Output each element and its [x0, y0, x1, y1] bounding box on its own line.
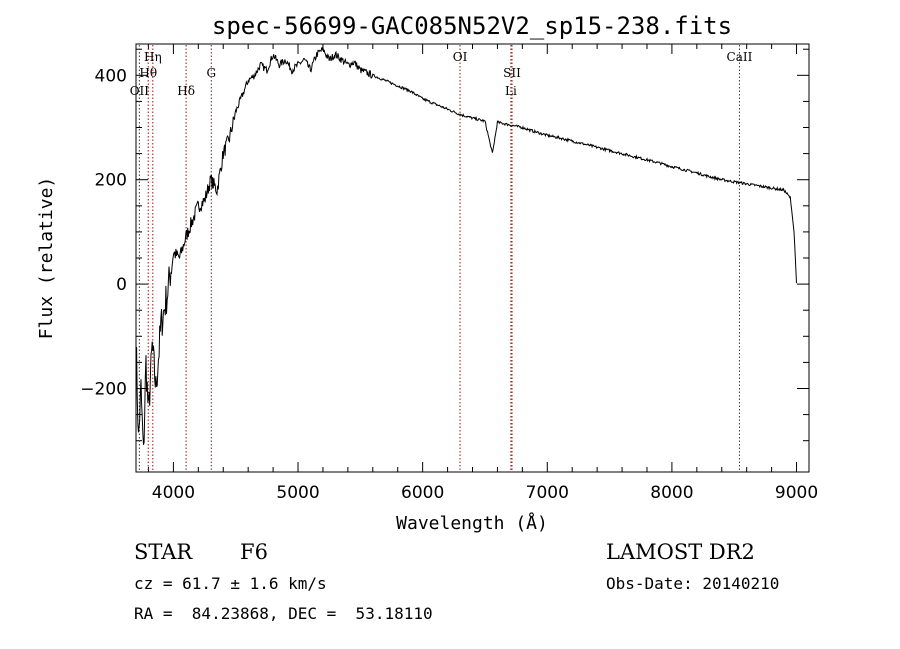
spectral-line-label: G — [206, 66, 216, 80]
x-tick-label: 7000 — [526, 483, 569, 503]
info-object-class: STAR — [134, 540, 193, 564]
spectral-line-label: Li — [505, 84, 517, 98]
x-tick-label: 9000 — [775, 483, 818, 503]
y-tick-label: 400 — [95, 66, 127, 86]
y-tick-label: −200 — [80, 379, 127, 399]
info-survey: LAMOST DR2 — [606, 540, 755, 564]
info-obs-date: Obs-Date: 20140210 — [606, 574, 780, 593]
spectral-line-label: OII — [130, 84, 150, 98]
y-axis-label: Flux (relative) — [36, 177, 57, 340]
spectral-line-label: SII — [503, 66, 521, 80]
y-tick-label: 200 — [95, 171, 127, 191]
spectral-line-label: Hδ — [177, 84, 195, 98]
info-redshift: cz = 61.7 ± 1.6 km/s — [134, 574, 327, 593]
info-coordinates: RA = 84.23868, DEC = 53.18110 — [134, 604, 433, 623]
info-subclass: F6 — [240, 540, 268, 564]
spectrum-line — [135, 46, 797, 445]
chart-title: spec-56699-GAC085N52V2_sp15-238.fits — [212, 12, 732, 40]
spectral-line-label: Hθ — [139, 66, 157, 80]
x-tick-label: 5000 — [276, 483, 319, 503]
x-tick-label: 4000 — [152, 483, 195, 503]
spectral-line-label: CaII — [727, 50, 753, 64]
y-tick-label: 0 — [116, 275, 127, 295]
x-tick-label: 8000 — [650, 483, 693, 503]
spectral-line-label: Hη — [144, 50, 162, 64]
x-tick-label: 6000 — [401, 483, 444, 503]
plot-frame — [135, 43, 810, 473]
x-axis-label: Wavelength (Å) — [396, 512, 548, 534]
spectral-line-label: OI — [453, 50, 468, 64]
